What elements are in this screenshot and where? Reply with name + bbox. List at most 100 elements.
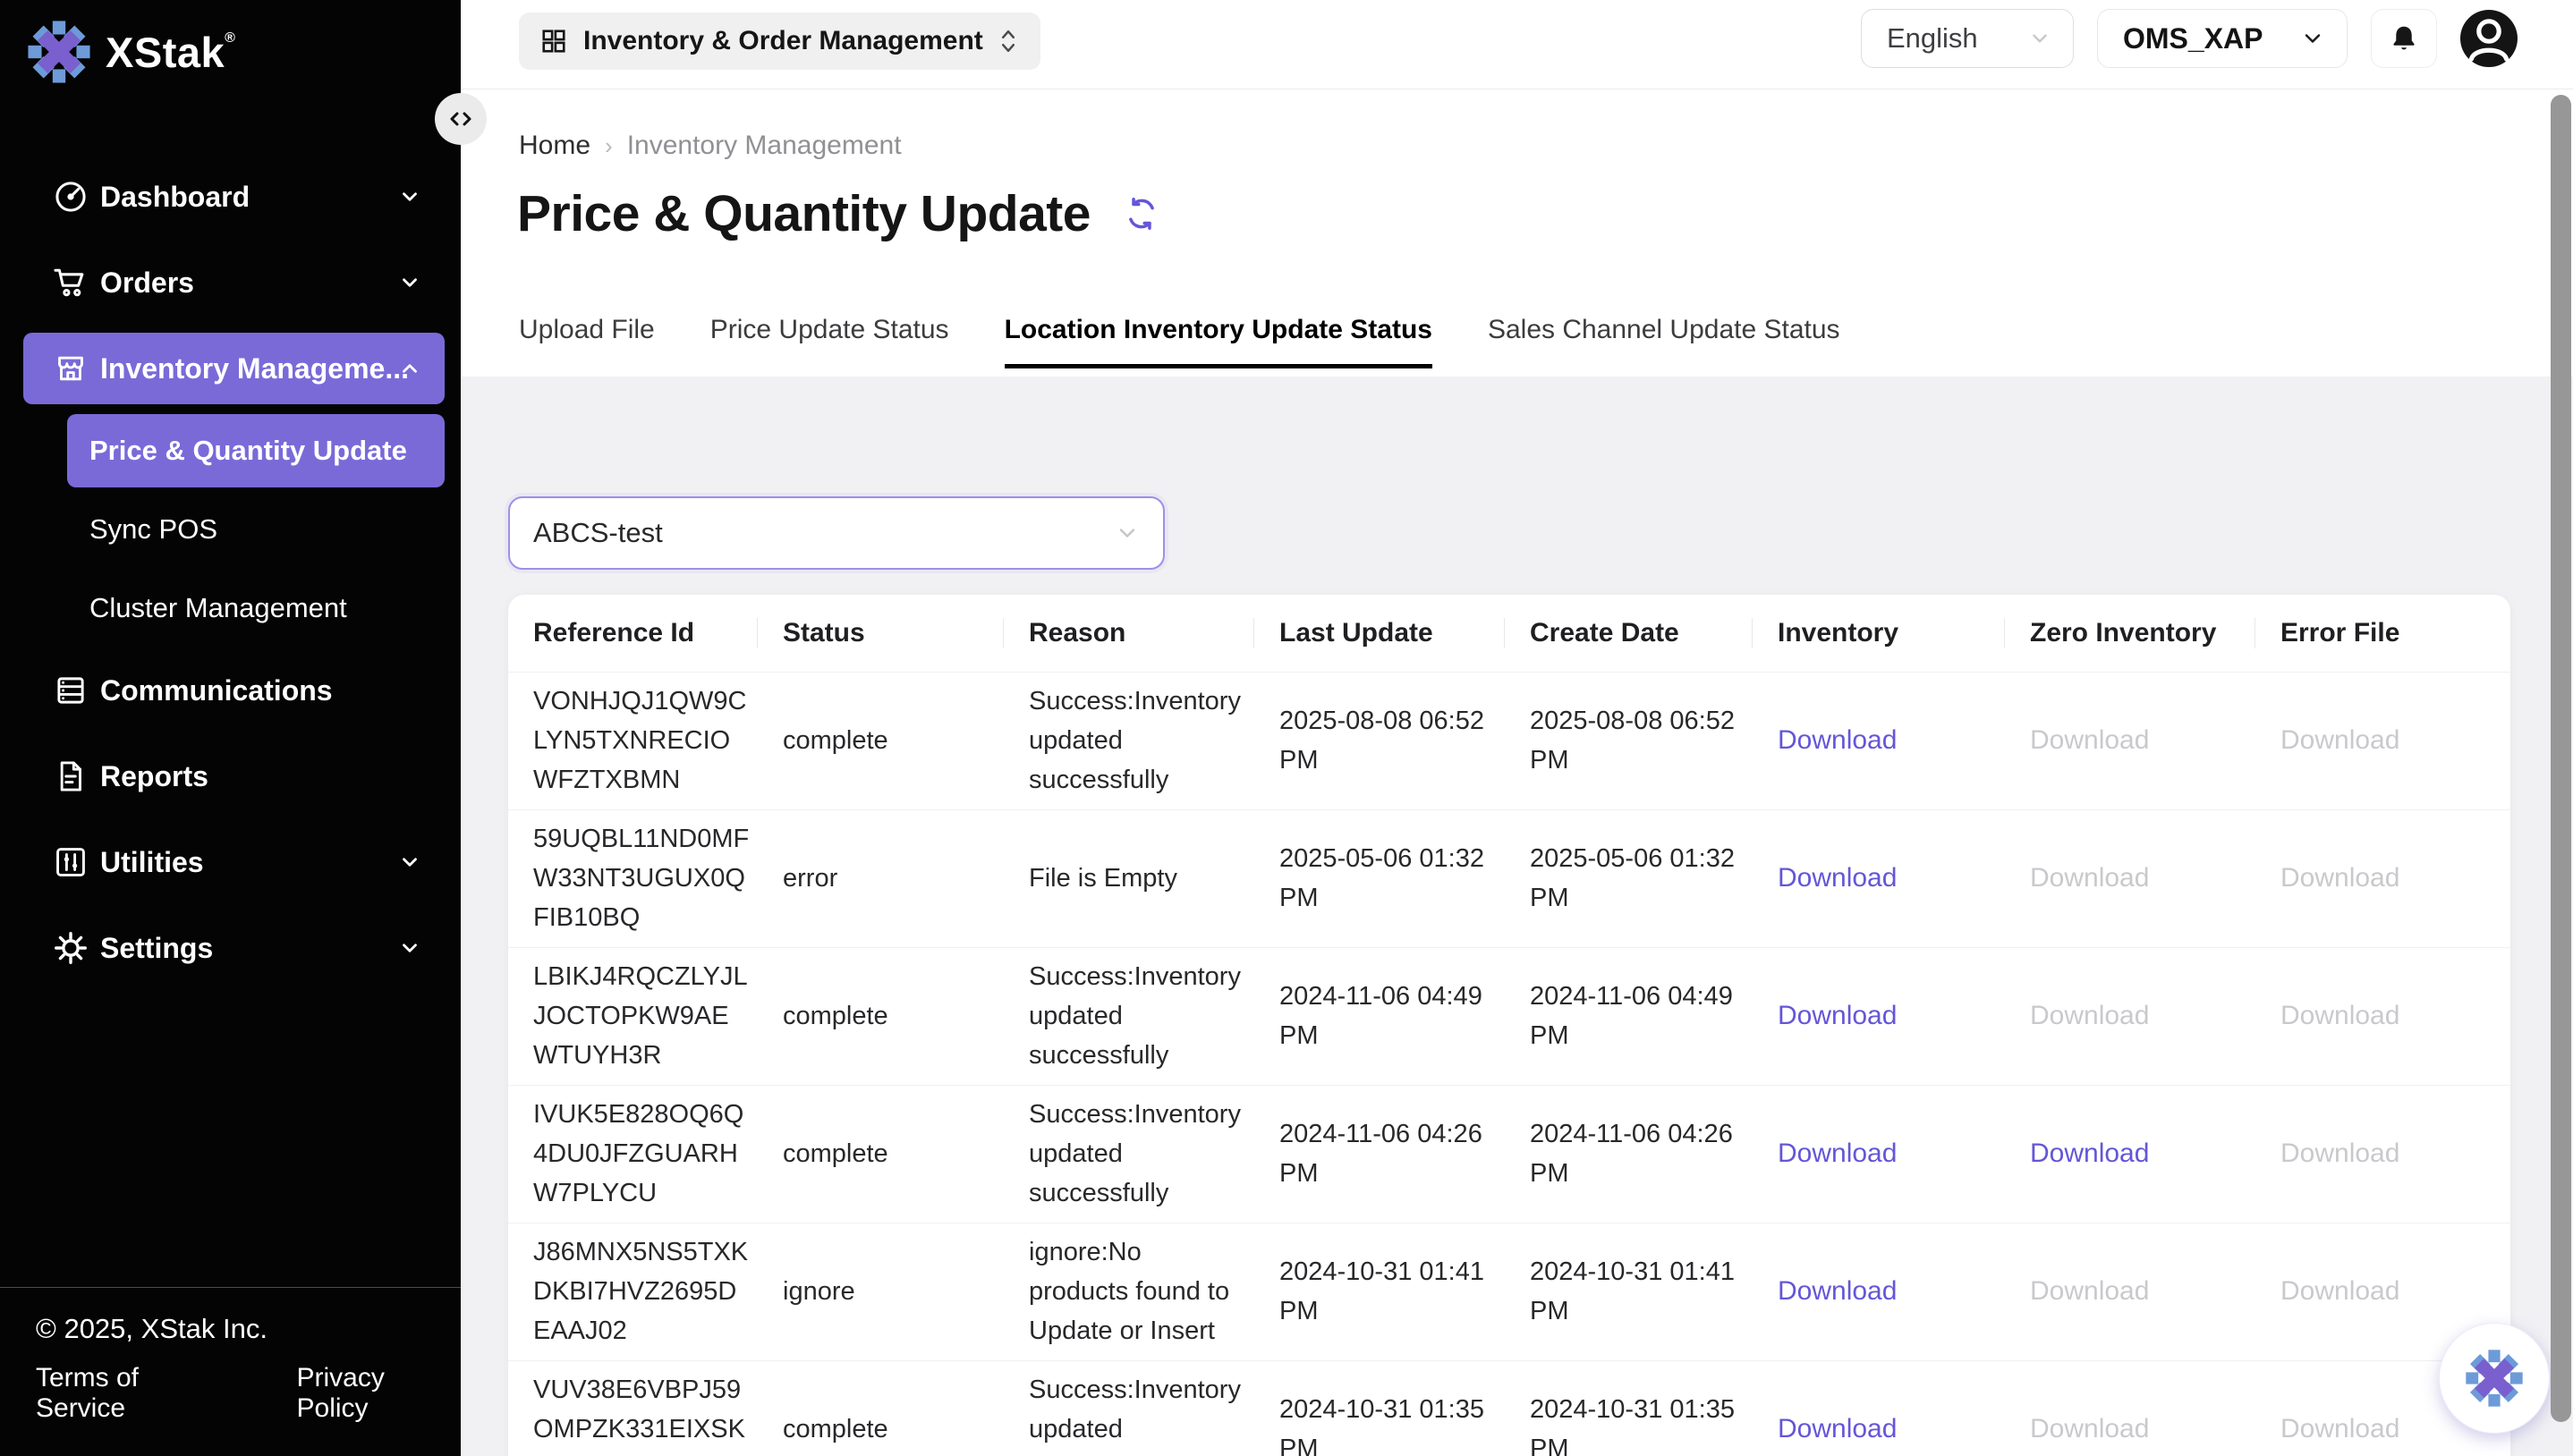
chevron-down-icon	[398, 936, 421, 960]
scrollbar-thumb[interactable]	[2551, 95, 2571, 1422]
sidebar-item-dashboard[interactable]: Dashboard	[0, 154, 461, 240]
sidebar-item-communications[interactable]: Communications	[0, 648, 461, 733]
sidebar-item-label: Reports	[100, 759, 208, 792]
sidebar-item-utilities[interactable]: Utilities	[0, 819, 461, 905]
create-date-cell: 2025-08-08 06:52 PM	[1505, 671, 1753, 809]
tab-price-update-status[interactable]: Price Update Status	[709, 315, 949, 344]
sidebar-item-inventory-management[interactable]: Inventory Manageme...	[0, 326, 461, 411]
workspace-select[interactable]: OMS_XAP	[2097, 9, 2348, 68]
sidebar-item-label: Inventory Manageme...	[100, 351, 409, 385]
error-file-download-link-cell: Download	[2255, 808, 2510, 947]
sidebar-subitem-price-quantity-update[interactable]: Price & Quantity Update	[0, 411, 461, 490]
sidebar-collapse-button[interactable]	[435, 93, 487, 145]
create-date-cell: 2025-05-06 01:32 PM	[1505, 808, 1753, 947]
topbar-actions: English OMS_XAP	[1861, 9, 2518, 68]
status-table-card: Reference Id Status Reason Last Update C…	[508, 595, 2510, 1456]
error-file-download-link: Download	[2280, 1001, 2400, 1030]
reference-id-cell: J86MNX5NS5TXKDKBI7HVZ2695DEAAJ02	[508, 1222, 758, 1360]
breadcrumb: Home › Inventory Management	[519, 131, 902, 161]
create-date-cell: 2024-11-06 04:26 PM	[1505, 1084, 1753, 1223]
sidebar-item-settings[interactable]: Settings	[0, 905, 461, 991]
terms-of-service-link[interactable]: Terms of Service	[36, 1363, 140, 1423]
sidebar-subitem-label: Sync POS	[89, 513, 217, 545]
chevron-down-icon	[398, 185, 421, 208]
sidebar-subitem-sync-pos[interactable]: Sync POS	[0, 490, 461, 569]
zero-inventory-download-link: Download	[2030, 1414, 2150, 1444]
create-date-cell: 2024-10-31 01:35 PM	[1505, 1359, 1753, 1456]
inventory-download-link[interactable]: Download	[1778, 1001, 1898, 1030]
tab-bar: Upload File Price Update Status Location…	[519, 315, 1840, 368]
inventory-download-link-cell: Download	[1753, 1222, 2005, 1360]
zero-inventory-download-link-cell: Download	[2005, 946, 2255, 1085]
last-update-cell: 2024-11-06 04:26 PM	[1254, 1084, 1505, 1223]
sidebar-item-label: Dashboard	[100, 180, 251, 213]
column-header-last-update: Last Update	[1254, 595, 1505, 672]
zero-inventory-download-link-cell: Download	[2005, 1084, 2255, 1223]
zero-inventory-download-link-cell: Download	[2005, 671, 2255, 809]
sidebar-item-reports[interactable]: Reports	[0, 733, 461, 819]
tab-location-inventory-update-status[interactable]: Location Inventory Update Status	[1004, 315, 1433, 368]
location-filter-select[interactable]: ABCS-test	[508, 496, 1165, 570]
zero-inventory-download-link: Download	[2030, 863, 2150, 893]
zero-inventory-download-link-cell: Download	[2005, 1222, 2255, 1360]
table-header-row: Reference Id Status Reason Last Update C…	[508, 595, 2510, 672]
refresh-icon[interactable]	[1123, 195, 1160, 233]
sliders-icon	[52, 843, 89, 881]
document-icon	[52, 758, 89, 795]
xstak-logo-icon	[27, 20, 91, 84]
inventory-download-link-cell: Download	[1753, 808, 2005, 947]
copyright-text: © 2025, XStak Inc.	[36, 1313, 267, 1344]
column-header-status: Status	[758, 595, 1004, 672]
workspace-value: OMS_XAP	[2123, 21, 2263, 55]
zero-inventory-download-link[interactable]: Download	[2030, 1139, 2150, 1168]
breadcrumb-current: Inventory Management	[626, 131, 902, 160]
table-body: VONHJQJ1QW9CLYN5TXNRECIOWFZTXBMN complete…	[508, 671, 2510, 1456]
error-file-download-link: Download	[2280, 863, 2400, 893]
xstak-logo-icon	[2465, 1349, 2524, 1408]
status-cell: complete	[758, 1359, 1004, 1456]
tab-upload-file[interactable]: Upload File	[519, 315, 655, 344]
inventory-download-link-cell: Download	[1753, 671, 2005, 809]
status-cell: complete	[758, 671, 1004, 809]
reference-id-cell: VONHJQJ1QW9CLYN5TXNRECIOWFZTXBMN	[508, 671, 758, 809]
chevron-down-icon	[2028, 27, 2051, 50]
create-date-cell: 2024-10-31 01:41 PM	[1505, 1222, 1753, 1360]
tab-sales-channel-update-status[interactable]: Sales Channel Update Status	[1487, 315, 1840, 344]
cart-icon	[52, 264, 89, 301]
sidebar: XStak® Dashboard Orders	[0, 0, 461, 1456]
privacy-policy-link[interactable]: Privacy Policy	[296, 1363, 385, 1423]
active-subitem-highlight	[67, 414, 445, 487]
notifications-button[interactable]	[2371, 9, 2437, 68]
error-file-download-link-cell: Download	[2255, 1084, 2510, 1223]
app-switcher[interactable]: Inventory & Order Management	[519, 13, 1040, 70]
location-filter-value: ABCS-test	[533, 517, 663, 548]
inventory-download-link[interactable]: Download	[1778, 863, 1898, 893]
table-row: LBIKJ4RQCZLYJLJOCTOPKW9AEWTUYH3R complete…	[508, 946, 2510, 1085]
breadcrumb-home[interactable]: Home	[519, 131, 591, 160]
bell-icon	[2389, 23, 2419, 54]
column-header-inventory: Inventory	[1753, 595, 2005, 672]
inventory-download-link[interactable]: Download	[1778, 1276, 1898, 1306]
create-date-cell: 2024-11-06 04:49 PM	[1505, 946, 1753, 1085]
status-cell: complete	[758, 946, 1004, 1085]
reason-cell: File is Empty	[1004, 808, 1254, 947]
column-header-reference-id: Reference Id	[508, 595, 758, 672]
sidebar-subitem-cluster-management[interactable]: Cluster Management	[0, 569, 461, 648]
column-header-create-date: Create Date	[1505, 595, 1753, 672]
inventory-download-link[interactable]: Download	[1778, 1139, 1898, 1168]
reason-cell: Success:Inventory updated successfully	[1004, 1084, 1254, 1223]
table-row: VUV38E6VBPJ59OMPZK331EIXSKTTVFJJcomplete…	[508, 1359, 2510, 1456]
table-row: VONHJQJ1QW9CLYN5TXNRECIOWFZTXBMN complete…	[508, 671, 2510, 809]
inventory-download-link[interactable]: Download	[1778, 1414, 1898, 1444]
zero-inventory-download-link-cell: Download	[2005, 1359, 2255, 1456]
xstak-fab-button[interactable]	[2439, 1323, 2550, 1434]
column-header-zero-inventory: Zero Inventory	[2005, 595, 2255, 672]
error-file-download-link-cell: Download	[2255, 946, 2510, 1085]
user-avatar[interactable]	[2460, 10, 2518, 67]
language-select[interactable]: English	[1861, 9, 2074, 68]
sidebar-item-orders[interactable]: Orders	[0, 240, 461, 326]
inventory-download-link[interactable]: Download	[1778, 725, 1898, 755]
user-icon	[2468, 19, 2509, 62]
last-update-cell: 2025-05-06 01:32 PM	[1254, 808, 1505, 947]
